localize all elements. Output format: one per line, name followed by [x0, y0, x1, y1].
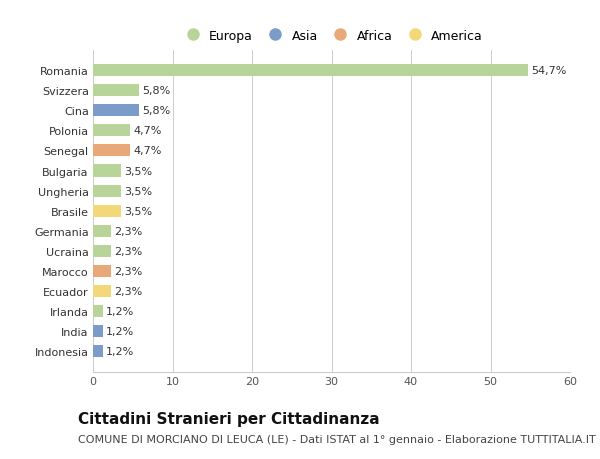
- Bar: [93, 345, 103, 357]
- Text: 2,3%: 2,3%: [115, 246, 143, 256]
- Bar: [93, 125, 130, 137]
- Text: 2,3%: 2,3%: [115, 286, 143, 296]
- Text: 2,3%: 2,3%: [115, 266, 143, 276]
- Text: 54,7%: 54,7%: [531, 66, 566, 76]
- Text: Cittadini Stranieri per Cittadinanza: Cittadini Stranieri per Cittadinanza: [78, 411, 380, 426]
- Text: 3,5%: 3,5%: [124, 206, 152, 216]
- Bar: [93, 65, 528, 77]
- Text: 4,7%: 4,7%: [134, 126, 162, 136]
- Bar: [93, 325, 103, 337]
- Bar: [93, 225, 111, 237]
- Bar: [93, 205, 121, 217]
- Text: 5,8%: 5,8%: [142, 106, 170, 116]
- Text: 3,5%: 3,5%: [124, 166, 152, 176]
- Text: 3,5%: 3,5%: [124, 186, 152, 196]
- Bar: [93, 305, 103, 317]
- Legend: Europa, Asia, Africa, America: Europa, Asia, Africa, America: [175, 25, 488, 48]
- Text: 2,3%: 2,3%: [115, 226, 143, 236]
- Text: 1,2%: 1,2%: [106, 346, 134, 356]
- Bar: [93, 285, 111, 297]
- Bar: [93, 105, 139, 117]
- Bar: [93, 245, 111, 257]
- Bar: [93, 185, 121, 197]
- Text: COMUNE DI MORCIANO DI LEUCA (LE) - Dati ISTAT al 1° gennaio - Elaborazione TUTTI: COMUNE DI MORCIANO DI LEUCA (LE) - Dati …: [78, 434, 596, 444]
- Bar: [93, 265, 111, 277]
- Text: 1,2%: 1,2%: [106, 326, 134, 336]
- Text: 1,2%: 1,2%: [106, 306, 134, 316]
- Bar: [93, 145, 130, 157]
- Bar: [93, 85, 139, 97]
- Text: 5,8%: 5,8%: [142, 86, 170, 96]
- Text: 4,7%: 4,7%: [134, 146, 162, 156]
- Bar: [93, 165, 121, 177]
